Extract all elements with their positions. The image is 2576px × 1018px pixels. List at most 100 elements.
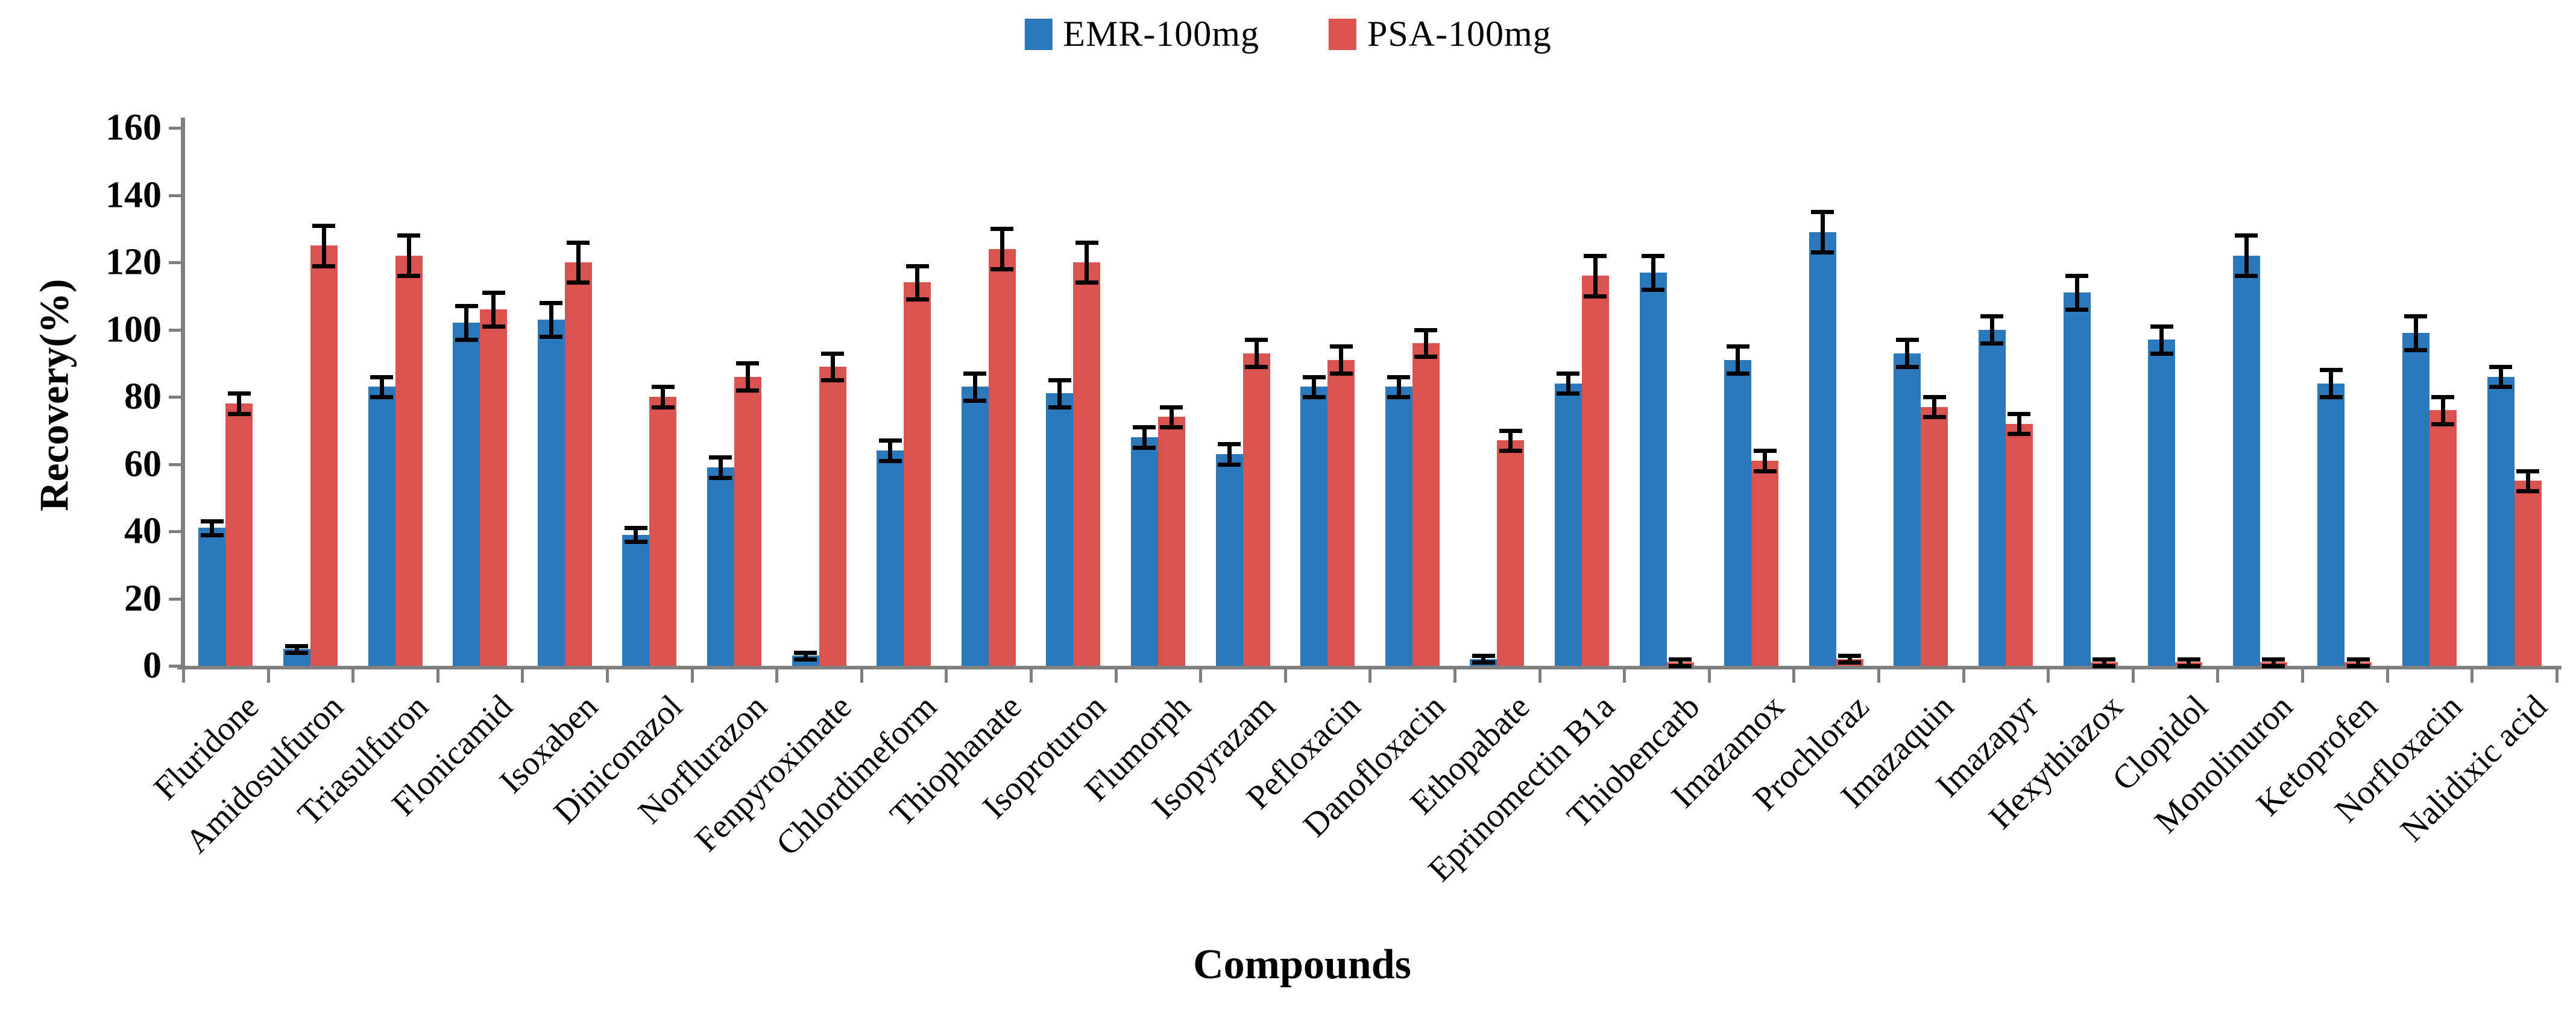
error-bar-line [1847,656,1852,663]
error-bar-cap-bottom [285,650,309,655]
emr-bar-diniconazol [622,534,650,666]
error-bar-line [1932,397,1937,417]
error-bar-line [1763,451,1768,471]
x-tick-mark [2471,668,2474,683]
x-tick-mark [2047,668,2050,683]
y-tick-mark [169,194,184,197]
x-tick-mark [945,668,948,683]
x-tick-mark [2555,668,2559,683]
error-bar-line [1678,659,1683,666]
y-tick-mark [169,463,184,466]
error-bar-cap-bottom [2516,489,2539,494]
psa-bar-imazamox [1751,460,1779,666]
x-tick-mark [1707,668,1711,683]
error-bar-cap-top [905,264,929,268]
legend-item-psa: PSA-100mg [1328,13,1552,55]
error-bar-cap-top [482,291,505,296]
error-bar-cap-top [1160,405,1183,409]
emr-bar-ketoprofen [2317,383,2345,666]
error-bar-line [1227,444,1232,464]
error-bar-cap-bottom [2262,664,2285,668]
emr-bar-thiophanate [961,387,989,666]
error-bar-cap-top [1329,344,1353,349]
psa-bar-pefloxacin [1327,359,1355,666]
error-bar-line [1593,255,1598,296]
error-bar-cap-top [1726,344,1749,349]
error-bar-cap-bottom [1387,395,1411,399]
error-bar-cap-bottom [2065,308,2088,312]
x-tick-mark [1453,668,1456,683]
error-bar-line [1339,346,1344,373]
error-bar-cap-bottom [455,338,478,343]
error-bar-cap-top [1075,240,1098,245]
emr-bar-flonicamid [453,323,480,666]
error-bar-cap-top [963,371,987,376]
psa-bar-imazapyr [2005,423,2033,666]
psa-bar-eprinomectin-b1a [1581,276,1609,666]
y-tick-label: 140 [105,174,162,215]
error-bar-line [1508,430,1513,451]
error-bar-cap-bottom [1133,445,1156,450]
error-bar-line [406,235,411,276]
emr-bar-triasulfuron [368,387,395,666]
error-bar-cap-top [2008,411,2031,416]
error-bar-cap-bottom [370,395,393,399]
error-bar-line [549,302,553,337]
y-tick-label: 20 [124,578,162,619]
y-tick-label: 160 [105,107,162,148]
x-tick-mark [266,668,270,683]
y-tick-label: 40 [124,510,162,552]
error-bar-cap-bottom [1160,425,1183,430]
error-bar-line [830,353,835,381]
psa-bar-flonicamid [480,309,508,666]
error-bar-line [1736,346,1740,373]
x-tick-mark [182,668,185,683]
error-bar-cap-top [990,227,1014,232]
error-bar-cap-top [2262,657,2285,662]
x-tick-mark [1368,668,1372,683]
legend-item-emr: EMR-100mg [1024,13,1259,55]
x-axis-line [177,666,2562,669]
emr-bar-fluridone [198,528,226,666]
error-bar-line [2498,366,2503,387]
x-tick-mark [606,668,609,683]
y-tick-mark [169,261,184,264]
error-bar-line [2413,316,2418,350]
error-bar-line [745,363,750,390]
error-bar-line [1820,212,1825,253]
psa-bar-isopyrazam [1242,353,1270,666]
error-bar-cap-top [285,643,309,648]
x-tick-mark [1114,668,1118,683]
psa-bar-triasulfuron [395,255,423,666]
error-bar-cap-top [2319,368,2343,373]
error-bar-cap-top [1980,314,2004,319]
emr-bar-hexythiazox [2063,292,2091,666]
error-bar-cap-bottom [2404,347,2428,352]
chart-legend: EMR-100mg PSA-100mg [1024,13,1551,55]
error-bar-line [1651,255,1655,289]
error-bar-cap-top [2516,469,2539,473]
error-bar-line [2159,326,2164,353]
y-axis-title: Recovery(%) [31,279,77,511]
emr-bar-norflurazon [707,467,734,666]
error-bar-cap-top [1048,378,1071,383]
emr-bar-prochloraz [1809,232,1836,666]
error-bar-line [1396,376,1401,397]
psa-bar-ethopabate [1497,440,1525,666]
error-bar-cap-bottom [624,539,647,544]
error-bar-cap-top [794,650,817,655]
emr-bar-norfloxacin [2402,333,2430,666]
psa-bar-nalidixic-acid [2514,481,2542,666]
error-bar-line [1057,380,1062,407]
error-bar-cap-bottom [2346,664,2370,668]
error-bar-cap-bottom [990,267,1014,272]
error-bar-cap-bottom [567,280,590,285]
error-bar-line [210,521,215,535]
error-bar-line [237,393,242,414]
error-bar-cap-bottom [2093,664,2115,668]
x-tick-mark [1623,668,1627,683]
y-tick-label: 60 [124,443,162,484]
error-bar-cap-top [1133,425,1156,430]
emr-bar-isopyrazam [1215,454,1243,666]
error-bar-cap-top [2404,314,2428,319]
